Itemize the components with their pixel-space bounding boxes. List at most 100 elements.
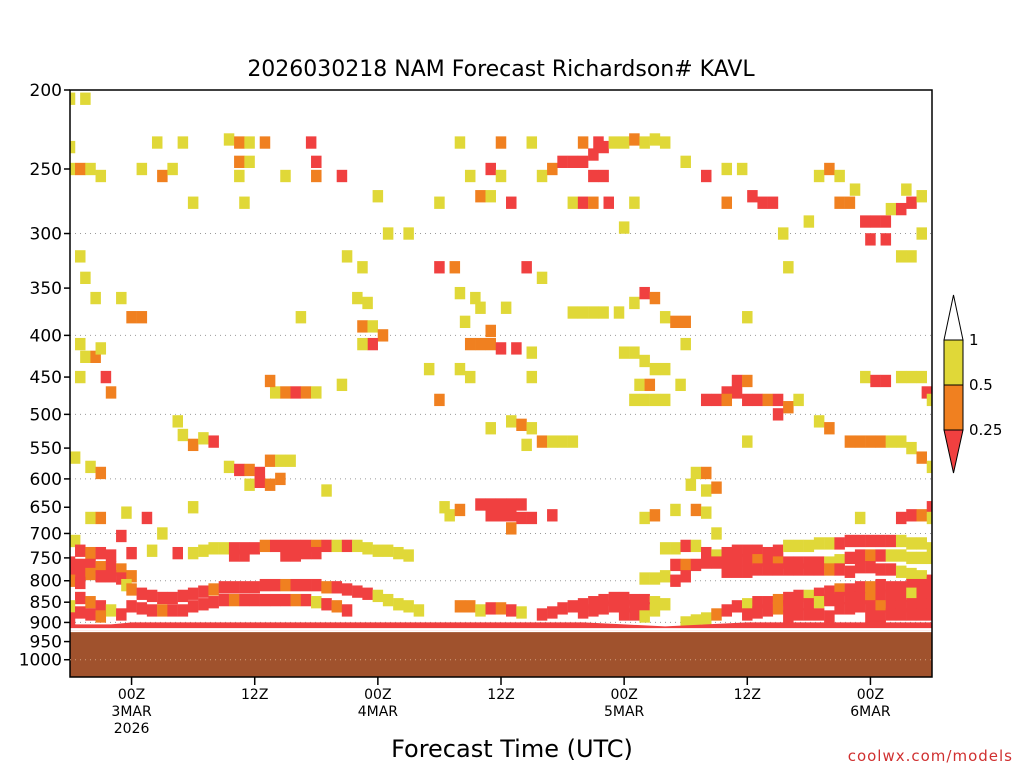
heatmap-cell — [639, 136, 650, 149]
heatmap-cell — [357, 261, 368, 274]
heatmap-cell — [577, 606, 589, 619]
heatmap-cell — [321, 581, 332, 594]
heatmap-cell — [690, 614, 702, 627]
heatmap-cell — [187, 438, 199, 452]
colorbar-tick-label: 0.25 — [969, 421, 1002, 439]
heatmap-cell — [116, 608, 127, 621]
y-tick-label: 400 — [30, 326, 62, 346]
heatmap-cell — [172, 415, 183, 428]
heatmap-cell — [742, 311, 753, 324]
heatmap-cell — [906, 578, 917, 592]
heatmap-cell — [926, 587, 932, 600]
heatmap-cell — [234, 155, 245, 169]
heatmap-cell — [649, 604, 661, 617]
heatmap-cell — [783, 261, 794, 274]
heatmap-cell — [70, 565, 76, 578]
heatmap-cell — [464, 600, 476, 613]
heatmap-cell — [742, 393, 753, 407]
heatmap-cell — [721, 565, 733, 578]
plot-area — [70, 90, 932, 677]
heatmap-cell — [895, 534, 907, 548]
heatmap-cell — [772, 408, 784, 421]
colorbar-top-triangle — [943, 294, 964, 341]
heatmap-cell — [916, 570, 927, 583]
heatmap-cell — [372, 544, 384, 557]
y-tick-label: 200 — [30, 81, 62, 101]
heatmap-cell — [85, 596, 96, 609]
heatmap-cell — [588, 596, 599, 609]
heatmap-cell — [577, 155, 589, 169]
heatmap-cell — [126, 583, 137, 596]
heatmap-cell — [126, 546, 137, 560]
heatmap-cell — [844, 583, 856, 596]
heatmap-cell — [659, 570, 671, 583]
heatmap-cell — [824, 563, 835, 576]
heatmap-cell — [680, 570, 691, 583]
heatmap-cell — [680, 155, 691, 169]
heatmap-cell — [916, 608, 927, 621]
heatmap-cell — [290, 386, 302, 399]
heatmap-cell — [926, 551, 932, 565]
heatmap-cell — [126, 311, 137, 324]
heatmap-cell — [844, 534, 856, 548]
heatmap-cell — [690, 558, 702, 572]
heatmap-cell — [875, 534, 886, 548]
heatmap-cell — [393, 598, 404, 611]
heatmap-cell — [321, 598, 332, 611]
heatmap-cell — [854, 591, 866, 605]
heatmap-cell — [80, 271, 91, 285]
heatmap-cell — [75, 576, 86, 590]
heatmap-cell — [629, 593, 640, 607]
heatmap-cell — [865, 233, 876, 246]
heatmap-cell — [649, 362, 661, 376]
x-tick-label: 00Z — [610, 687, 637, 703]
heatmap-cell — [372, 190, 384, 203]
heatmap-cell — [783, 401, 794, 414]
heatmap-cell — [916, 578, 927, 592]
heatmap-cell — [906, 537, 917, 550]
heatmap-cell — [906, 250, 917, 263]
heatmap-cell — [249, 542, 260, 555]
heatmap-cell — [895, 581, 907, 594]
heatmap-cell — [865, 581, 876, 594]
heatmap-cell — [475, 337, 486, 351]
heatmap-cell — [608, 591, 620, 605]
heatmap-cell — [495, 498, 507, 511]
heatmap-cell — [116, 563, 127, 576]
heatmap-cell — [341, 539, 353, 553]
heatmap-cell — [865, 435, 876, 448]
heatmap-cell — [167, 604, 178, 617]
heatmap-cell — [916, 190, 927, 203]
heatmap-cell — [731, 600, 743, 613]
heatmap-cell — [875, 578, 886, 592]
heatmap-cell — [372, 589, 384, 603]
heatmap-cell — [75, 558, 86, 572]
heatmap-cell — [824, 162, 835, 176]
heatmap-cell — [295, 311, 307, 324]
heatmap-cell — [906, 551, 917, 565]
heatmap-cell — [485, 509, 496, 522]
heatmap-cell — [639, 511, 650, 525]
heatmap-cell — [926, 501, 932, 514]
heatmap-cell — [721, 556, 733, 569]
heatmap-cell — [434, 261, 445, 274]
heatmap-cell — [783, 563, 794, 576]
heatmap-cell — [675, 378, 686, 392]
heatmap-cell — [85, 511, 96, 525]
heatmap-cell — [783, 600, 794, 613]
heatmap-cell — [690, 466, 702, 480]
heatmap-cell — [860, 215, 871, 228]
heatmap-cell — [926, 598, 932, 611]
heatmap-cell — [880, 233, 892, 246]
heatmap-cell — [885, 202, 897, 216]
heatmap-cell — [742, 565, 753, 578]
heatmap-cell — [916, 370, 927, 384]
heatmap-cell — [393, 546, 404, 560]
heatmap-cell — [639, 602, 650, 615]
heatmap-cell — [649, 133, 661, 146]
heatmap-cell — [439, 501, 450, 514]
heatmap-cell — [300, 386, 312, 399]
heatmap-cell — [475, 190, 486, 203]
heatmap-cell — [865, 589, 876, 603]
